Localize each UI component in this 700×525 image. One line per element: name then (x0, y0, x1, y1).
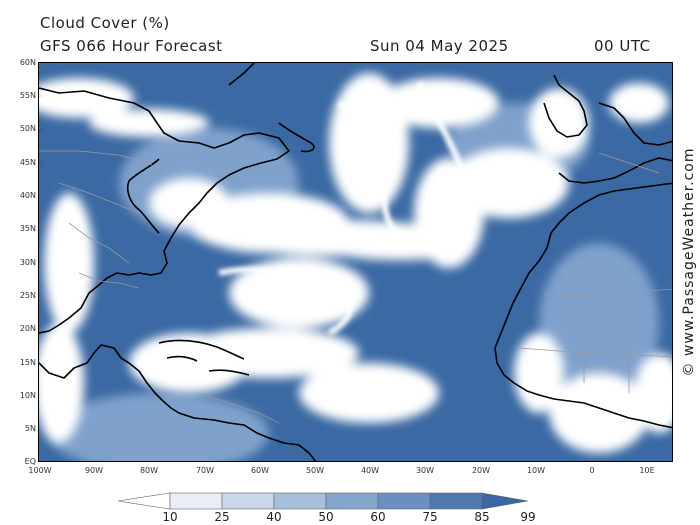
lat-label-5n: 5N (24, 424, 36, 433)
lat-label-35n: 35N (19, 224, 36, 233)
colorbar-segment (169, 492, 223, 510)
colorbar-label-50: 50 (318, 510, 334, 524)
colorbar-segment (377, 492, 431, 510)
lat-label-40n: 40N (19, 191, 36, 200)
lat-label-30n: 30N (19, 258, 36, 267)
colorbar-label-25: 25 (214, 510, 230, 524)
coastlines (39, 63, 672, 461)
forecast-date: Sun 04 May 2025 (370, 37, 509, 55)
lon-label-90w: 90W (84, 466, 104, 475)
lon-label-30w: 30W (415, 466, 435, 475)
colorbar-right-arrow (481, 492, 529, 510)
cloud-bands (39, 73, 672, 453)
lon-label-20w: 20W (471, 466, 491, 475)
lon-label-100w: 100W (28, 466, 52, 475)
lon-label-50w: 50W (305, 466, 325, 475)
lon-label-10w: 10W (526, 466, 546, 475)
colorbar-segment (325, 492, 379, 510)
colorbar-label-99: 99 (520, 510, 536, 524)
lat-label-15n: 15N (19, 358, 36, 367)
forecast-time: 00 UTC (594, 37, 651, 55)
cloud-streaks (218, 81, 472, 336)
colorbar-left-arrow (118, 492, 171, 510)
lon-label-70w: 70W (195, 466, 215, 475)
graticule (39, 95, 43, 164)
lon-label-0: 0 (589, 466, 595, 475)
lat-label-25n: 25N (19, 291, 36, 300)
colorbar-label-10: 10 (162, 510, 178, 524)
lat-label-eq: EQ (24, 457, 36, 466)
lat-label-50n: 50N (19, 124, 36, 133)
colorbar-segment (273, 492, 327, 510)
map-canvas (39, 63, 672, 461)
lat-label-10n: 10N (19, 391, 36, 400)
colorbar-label-75: 75 (422, 510, 438, 524)
colorbar-label-40: 40 (266, 510, 282, 524)
lon-label-60w: 60W (250, 466, 270, 475)
watermark: © www.PassageWeather.com (681, 147, 697, 377)
lat-label-45n: 45N (19, 158, 36, 167)
colorbar-segment (429, 492, 483, 510)
colorbar-label-85: 85 (474, 510, 490, 524)
colorbar (118, 492, 529, 510)
forecast-subtitle: GFS 066 Hour Forecast (40, 37, 223, 55)
lat-label-60n: 60N (19, 58, 36, 67)
political-borders (39, 150, 672, 424)
map-title: Cloud Cover (%) (40, 14, 170, 32)
lat-label-55n: 55N (19, 91, 36, 100)
lon-label-80w: 80W (139, 466, 159, 475)
colorbar-segment (221, 492, 275, 510)
cloud-cover-map (38, 62, 673, 462)
lon-label-10e: 10E (639, 466, 655, 475)
colorbar-label-60: 60 (370, 510, 386, 524)
lat-label-20n: 20N (19, 324, 36, 333)
lon-label-40w: 40W (360, 466, 380, 475)
